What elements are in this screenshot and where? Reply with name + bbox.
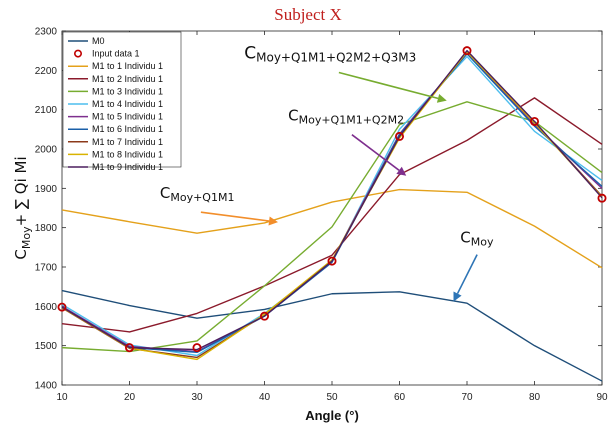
annotation-arrow-head	[436, 93, 447, 103]
series-line-7	[61, 53, 603, 354]
series-line-10	[61, 49, 603, 351]
annotation-sub: Moy	[471, 236, 494, 249]
y-tick-label: 2100	[35, 105, 58, 116]
input-data-point	[530, 116, 540, 126]
x-tick-label: 80	[529, 392, 541, 403]
input-data-point	[597, 193, 607, 203]
input-data-point	[462, 46, 472, 56]
y-axis-label-main: C	[12, 249, 30, 259]
annotation-main: C	[288, 107, 298, 125]
series-line-0	[61, 289, 603, 382]
legend-label: M1 to 4 Individu 1	[92, 99, 163, 109]
chart-title: Subject X	[274, 5, 342, 24]
legend-label: M1 to 7 Individu 1	[92, 137, 163, 147]
annotation-arrow-shaft	[351, 134, 400, 171]
y-tick-label: 2000	[35, 145, 58, 156]
annotation-label: CMoy+Q1M1+Q2M2+Q3M3	[244, 44, 416, 65]
legend-label: M1 to 8 Individu 1	[92, 149, 163, 159]
annotation-layer: CMoy+Q1M1+Q2M2+Q3M3CMoy+Q1M1+Q2M2CMoy+Q1…	[160, 44, 494, 302]
legend-label: Input data 1	[92, 49, 140, 59]
x-tick-label: 90	[596, 392, 608, 403]
annotation-main: C	[460, 229, 470, 247]
input-data-point	[192, 343, 202, 353]
annotation-label: CMoy	[460, 229, 494, 249]
legend-label: M1 to 3 Individu 1	[92, 86, 163, 96]
annotation-label: CMoy+Q1M1	[160, 184, 235, 204]
annotation-sub: Moy+Q1M1	[170, 191, 234, 204]
series-layer	[57, 46, 607, 382]
y-tick-label: 1600	[35, 302, 58, 313]
annotation-main: C	[244, 44, 256, 64]
legend: M0 Input data 1 M1 to 1 Individu 1 M1 to 2 …	[62, 31, 182, 172]
input-data-point	[394, 131, 404, 141]
annotation-arrow-shaft	[200, 211, 270, 222]
y-tick-label: 1900	[35, 184, 58, 195]
annotation-arrow-shaft	[338, 71, 439, 100]
legend-label: M1 to 9 Individu 1	[92, 162, 163, 172]
legend-label: M1 to 2 Individu 1	[92, 74, 163, 84]
legend-label: M1 to 1 Individu 1	[92, 61, 163, 71]
y-axis-label-sub: Moy	[20, 226, 33, 249]
input-data-point	[125, 343, 135, 353]
x-tick-label: 10	[56, 392, 68, 403]
y-axis-label-rest: + ∑ Qi Mi	[12, 156, 30, 226]
legend-label: M1 to 6 Individu 1	[92, 124, 163, 134]
series-line-2	[61, 188, 603, 269]
x-tick-label: 70	[461, 392, 473, 403]
x-tick-label: 20	[124, 392, 136, 403]
legend-box	[62, 31, 182, 168]
x-tick-label: 60	[394, 392, 406, 403]
x-axis-label: Angle (°)	[305, 408, 359, 423]
y-tick-label: 1400	[35, 381, 58, 392]
y-axis: 1400 1500 1600 1700 1800 1900 2000 2100 2200 2300	[35, 27, 602, 392]
y-tick-label: 2300	[35, 27, 58, 38]
annotation-sub: Moy+Q1M1+Q2M2+Q3M3	[256, 51, 416, 65]
annotation-sub: Moy+Q1M1+Q2M2	[299, 114, 404, 127]
y-tick-label: 1800	[35, 223, 58, 234]
input-data-point	[259, 311, 269, 321]
x-tick-label: 40	[259, 392, 271, 403]
legend-label: M1 to 5 Individu 1	[92, 112, 163, 122]
annotation-arrow-head	[453, 291, 462, 302]
legend-label: M0	[92, 36, 105, 46]
input-data-point	[327, 256, 337, 266]
x-tick-label: 30	[191, 392, 203, 403]
series-line-3	[61, 97, 603, 333]
annotation-arrow-head	[268, 216, 278, 226]
y-axis-label: CMoy+ ∑ Qi Mi	[12, 156, 33, 259]
legend-marker	[74, 49, 83, 58]
y-tick-label: 1500	[35, 341, 58, 352]
annotation-arrow-head	[396, 166, 407, 176]
annotation-label: CMoy+Q1M1+Q2M2	[288, 107, 404, 127]
annotation-arrow-shaft	[456, 254, 478, 294]
x-axis: 10 20 30 40 50 60 70 80 90	[56, 31, 608, 403]
y-tick-label: 2200	[35, 66, 58, 77]
annotation-main: C	[160, 184, 170, 202]
y-tick-label: 1700	[35, 263, 58, 274]
x-tick-label: 50	[326, 392, 338, 403]
input-data-point	[57, 302, 67, 312]
